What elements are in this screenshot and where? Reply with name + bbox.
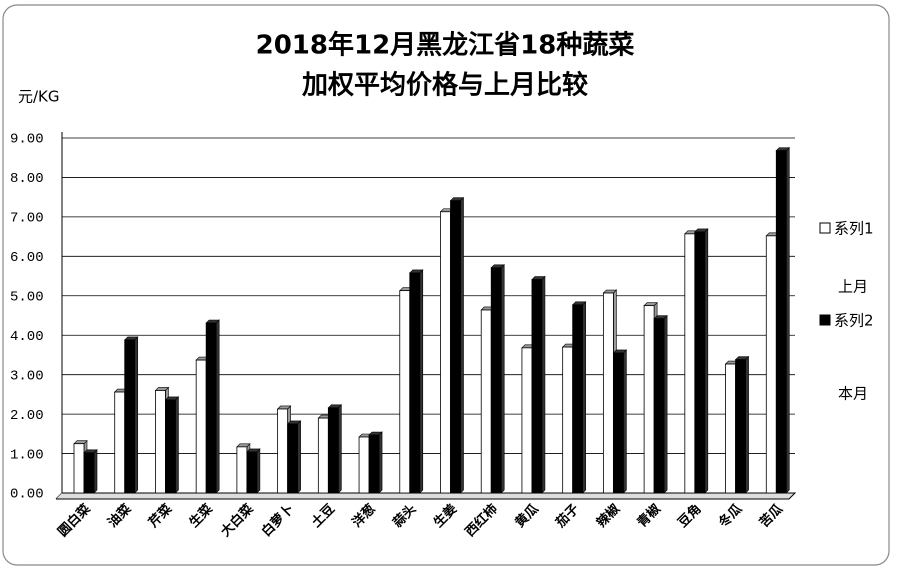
bar-side <box>663 314 668 494</box>
bar <box>124 339 136 494</box>
bar <box>368 434 380 494</box>
bar <box>775 150 787 494</box>
bar-side <box>460 196 464 494</box>
bar-side <box>785 146 790 494</box>
y-tick-label: 3.00 <box>10 368 44 384</box>
y-tick-label: 4.00 <box>10 329 44 345</box>
bar-side <box>175 396 179 494</box>
bar <box>765 235 777 494</box>
legend-swatch <box>819 222 831 234</box>
bar-side <box>215 319 220 494</box>
y-axis-label: 元/KG <box>18 88 60 106</box>
y-tick-label: 6.00 <box>10 250 44 266</box>
bar <box>287 423 299 494</box>
y-tick-label: 0.00 <box>10 487 44 503</box>
bar <box>358 436 370 494</box>
y-tick-label: 7.00 <box>10 211 44 227</box>
bar-side <box>297 420 301 494</box>
bar <box>684 233 696 494</box>
bar <box>327 407 339 494</box>
floor <box>56 492 797 500</box>
bar <box>165 399 176 494</box>
bar <box>409 272 421 494</box>
bar <box>114 391 126 494</box>
bar <box>735 359 746 494</box>
bar-side <box>378 431 383 494</box>
annotation: 本月 <box>838 385 868 403</box>
bar-side <box>704 228 709 494</box>
bar <box>602 292 614 494</box>
bar <box>490 267 502 494</box>
annotation: 上月 <box>838 278 868 296</box>
bar <box>205 322 217 494</box>
legend-label: 系列2 <box>834 312 874 330</box>
bar-side <box>93 449 98 494</box>
bar-side <box>338 404 342 494</box>
bar <box>399 290 411 494</box>
bar-side <box>582 301 586 494</box>
y-tick-label: 5.00 <box>10 289 44 305</box>
bar-side <box>541 275 546 494</box>
bar <box>236 446 248 494</box>
bar <box>73 443 85 494</box>
bar <box>317 417 329 494</box>
bar <box>246 451 258 494</box>
bar-side <box>623 349 627 494</box>
bar <box>531 279 543 494</box>
bar <box>440 211 451 494</box>
bar <box>612 352 624 494</box>
y-tick-label: 8.00 <box>10 171 44 187</box>
bar <box>572 304 584 494</box>
y-tick-label: 9.00 <box>10 132 44 148</box>
bar-side <box>500 264 505 494</box>
bar <box>725 363 736 494</box>
bar <box>643 305 655 494</box>
bar-side <box>745 355 749 494</box>
legend-swatch <box>819 314 831 326</box>
bar <box>562 346 574 494</box>
bar <box>277 408 289 494</box>
bar <box>450 200 461 494</box>
y-tick-label: 1.00 <box>10 447 44 463</box>
bar-side <box>419 269 424 494</box>
bar-side <box>134 336 139 494</box>
chart-title: 2018年12月黑龙江省18种蔬菜 <box>256 30 635 61</box>
bar <box>521 347 533 494</box>
bar-side <box>256 448 261 494</box>
chart-subtitle: 加权平均价格与上月比较 <box>302 70 588 101</box>
bar <box>83 452 95 494</box>
bar <box>694 231 706 494</box>
bar <box>195 359 207 494</box>
bar <box>155 390 166 494</box>
bar <box>480 309 492 494</box>
y-tick-label: 2.00 <box>10 408 44 424</box>
legend-label: 系列1 <box>834 220 874 238</box>
bar <box>653 318 665 494</box>
